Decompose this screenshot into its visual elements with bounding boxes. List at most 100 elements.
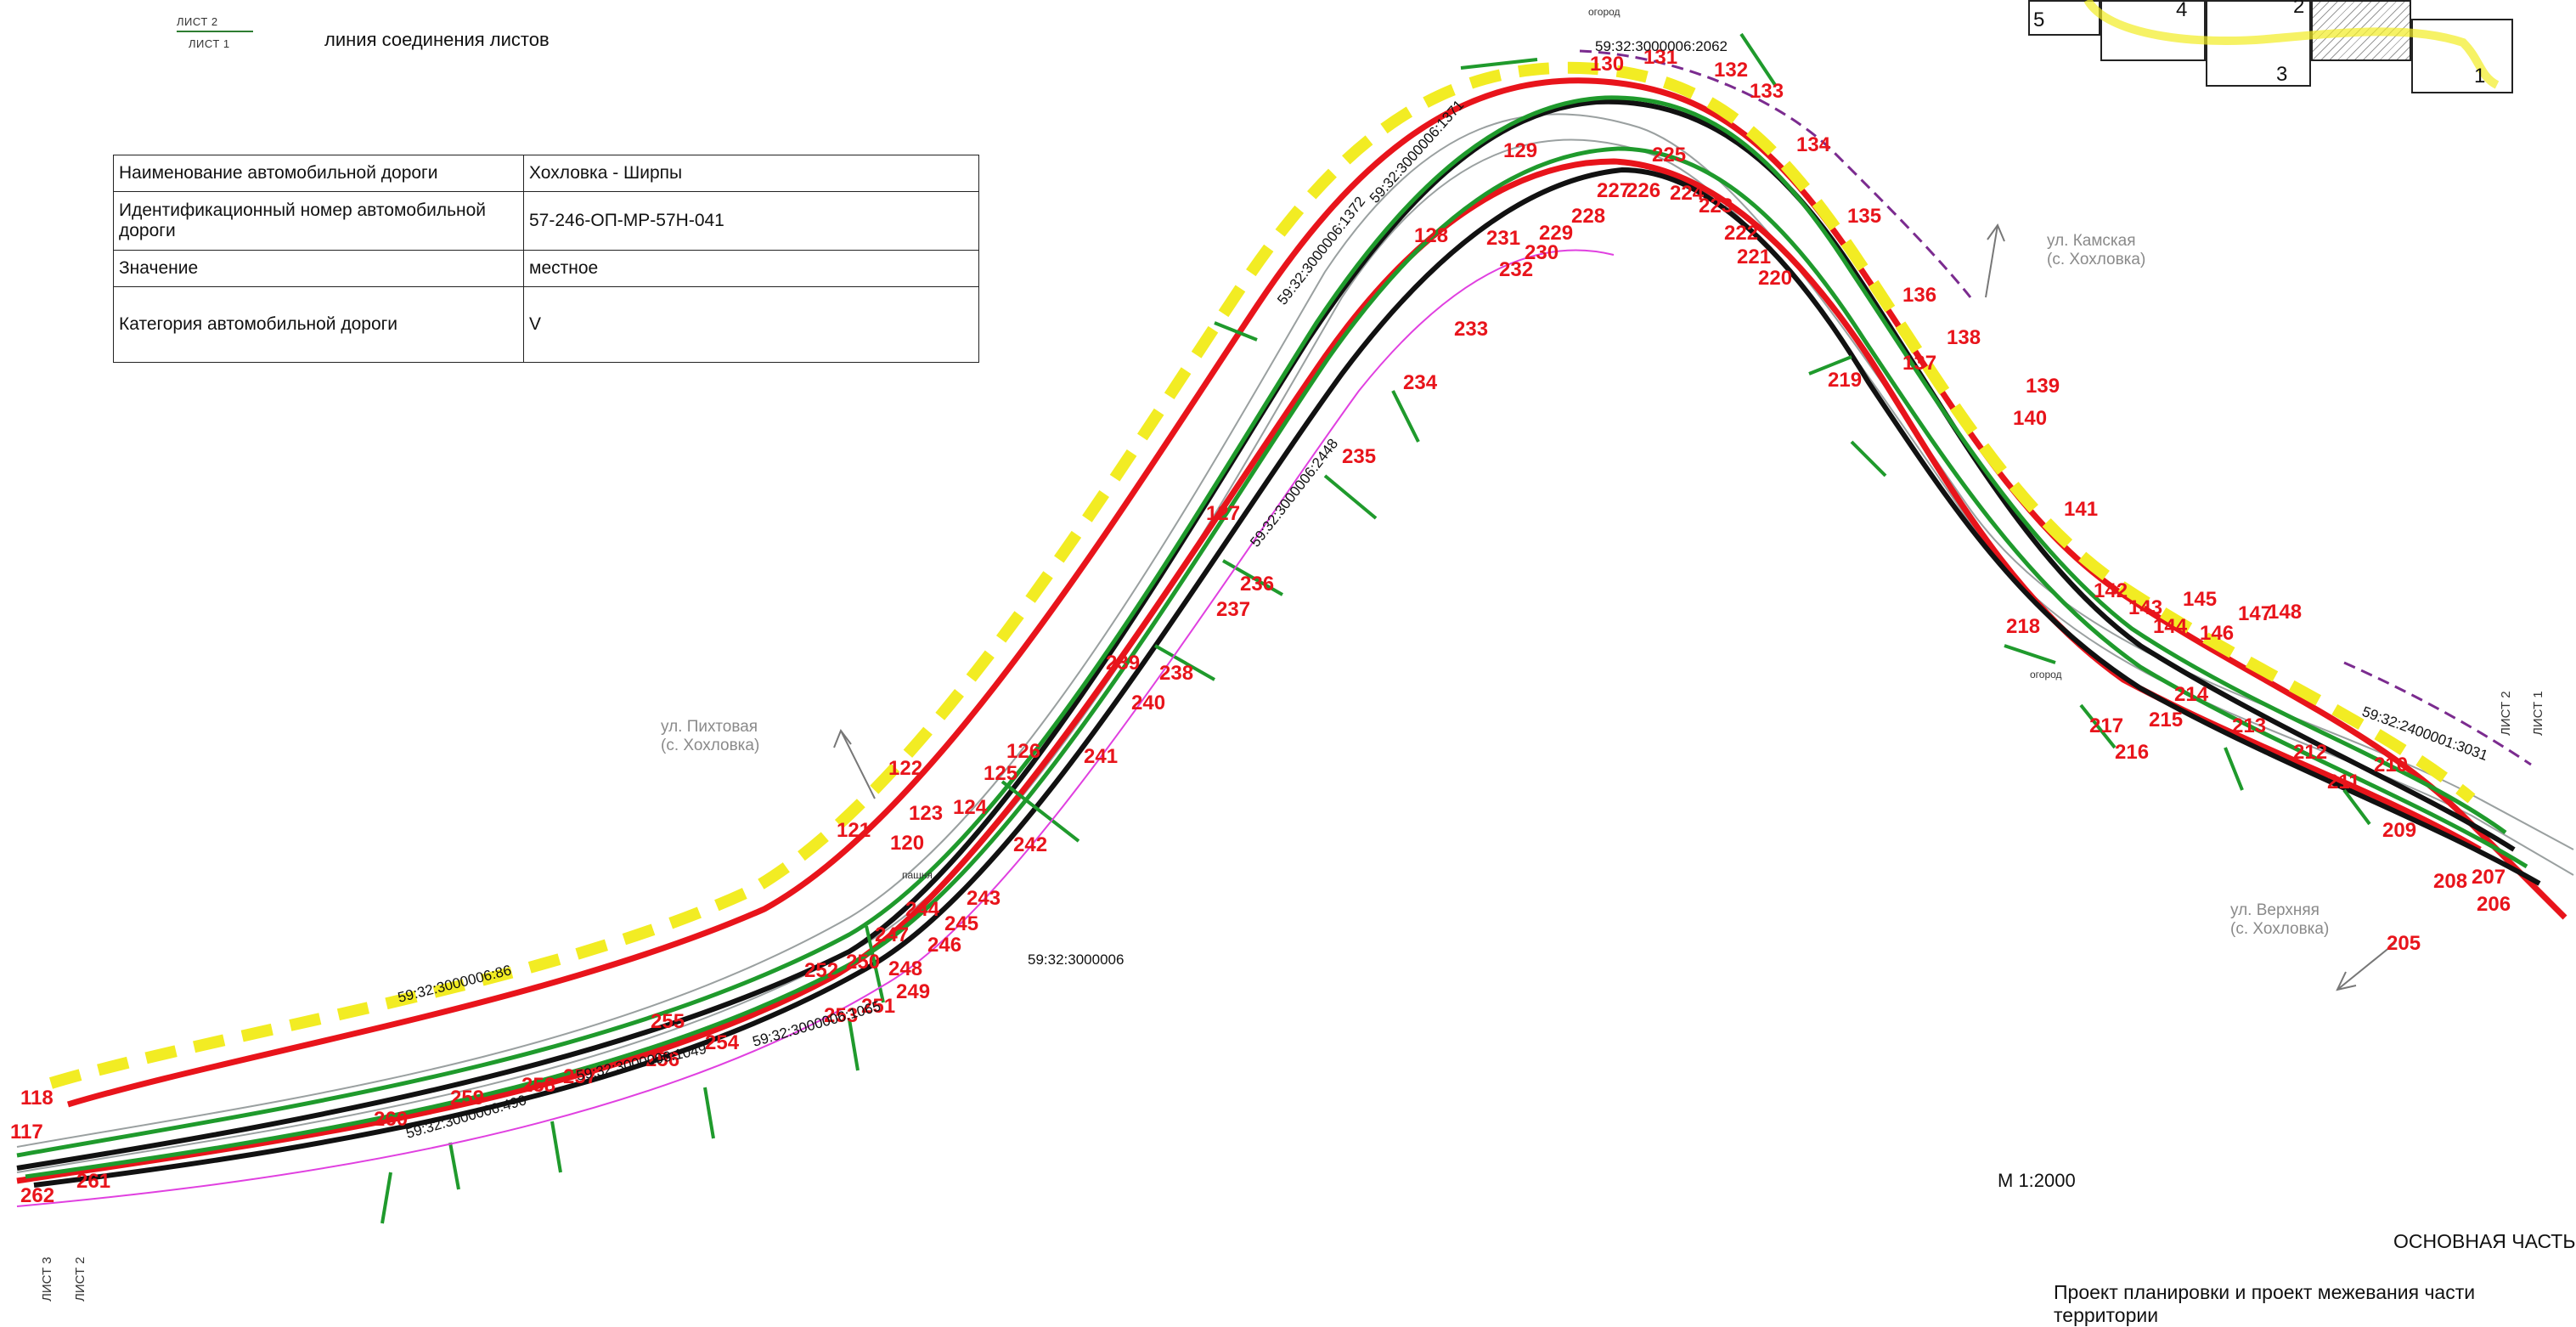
cadastral-label: 59:32:3000006:1371 [1367,97,1468,206]
table-row: Значение местное [113,250,979,287]
point-label: 239 [1106,652,1140,675]
point-label: 211 [2327,771,2360,793]
legend-join-line [177,31,253,32]
point-label: 259 [450,1087,484,1110]
sheet-mark-right-b: ЛИСТ 1 [2531,691,2545,736]
point-label: 224 [1670,182,1705,205]
point-label: 233 [1454,318,1488,341]
key-sheet-number: 1 [2474,65,2486,88]
point-label: 135 [1847,205,1881,228]
point-label: 231 [1486,227,1520,250]
point-label: 256 [645,1048,679,1071]
point-label: 221 [1737,246,1771,268]
point-label: 133 [1750,80,1784,103]
point-label: 241 [1084,745,1118,768]
point-label: 228 [1571,205,1605,228]
road-significance-value: местное [523,250,979,287]
point-label: 127 [1206,502,1240,525]
point-label: 243 [967,887,1001,910]
table-row: Идентификационный номер автомобильной до… [113,191,979,251]
road-id-value: 57-246-ОП-МР-57Н-041 [523,191,979,251]
point-label: 249 [896,980,930,1003]
point-label: 226 [1626,179,1660,202]
point-label: 229 [1539,222,1573,245]
point-label: 132 [1714,59,1748,82]
point-label: 143 [2128,596,2162,619]
point-label: 215 [2149,709,2183,731]
point-label: 212 [2293,741,2327,764]
sheet-mark-left-b: ЛИСТ 2 [73,1256,87,1302]
purple-dashes [1579,49,2532,766]
road-significance-label: Значение [113,250,524,287]
sheet-join-legend: ЛИСТ 2 ЛИСТ 1 линия соединения листов [177,15,584,58]
point-label: 252 [804,959,838,982]
road-name-label: Наименование автомобильной дороги [113,155,524,192]
point-label: 219 [1828,369,1862,392]
point-label: 262 [20,1184,54,1207]
street-village: (с. Хохловка) [2047,251,2146,268]
sheet-mark-left-a: ЛИСТ 3 [40,1256,54,1302]
point-label: 234 [1403,371,1438,394]
street-label-verkhnyaya: ул. Верхняя (с. Хохловка) [2230,901,2329,939]
point-label: 129 [1503,139,1537,162]
cadastral-label: 59:32:3000006:1372 [1274,194,1368,308]
point-label: 138 [1947,326,1981,349]
key-sheet-1 [2411,19,2513,93]
green-lines [16,95,2528,1179]
point-label: 214 [2174,683,2209,706]
point-label: 227 [1597,179,1631,202]
point-label: 130 [1590,53,1624,76]
point-label: 206 [2477,893,2511,916]
road-name-value: Хохловка - Ширпы [523,155,979,192]
point-label: 134 [1796,133,1831,156]
black-boundaries [16,99,2541,1188]
point-label: 248 [888,957,922,980]
point-label: 225 [1652,144,1686,167]
point-label: 125 [984,762,1017,785]
point-label: 255 [651,1010,685,1033]
point-label: 216 [2115,741,2149,764]
point-label: 230 [1525,241,1559,264]
road-category-value: V [523,286,979,363]
street-name: ул. Пихтовая [661,718,758,736]
point-label: 142 [2094,579,2128,602]
point-label: 207 [2472,866,2506,889]
point-label: 141 [2064,498,2098,521]
cadastral-label: 59:32:3000006:2062 [1595,38,1728,54]
point-label: 208 [2433,870,2467,893]
road-info-table: Наименование автомобильной дороги Хохлов… [113,155,979,363]
point-label: 237 [1216,598,1250,621]
map-words: огород огород пашня [902,6,2062,881]
road-category-label: Категория автомобильной дороги [113,286,524,363]
legend-sheet-bottom: ЛИСТ 1 [189,37,230,50]
point-label: 145 [2183,588,2217,611]
point-label: 136 [1902,284,1936,307]
point-label: 118 [20,1087,54,1110]
pink-lines [16,249,1615,1207]
street-village: (с. Хохловка) [661,737,760,754]
point-label: 247 [875,923,909,946]
street-label-pikhtovaya: ул. Пихтовая (с. Хохловка) [661,718,759,755]
point-label: 218 [2006,615,2040,638]
sheet-key-map: 5 4 2 3 1 [2021,0,2513,98]
point-label: 124 [953,796,988,819]
road-id-label: Идентификационный номер автомобильной до… [113,191,524,251]
main-part-title: ОСНОВНАЯ ЧАСТЬ [2393,1230,2576,1252]
key-sheet-4 [2100,0,2206,61]
point-label: 246 [927,934,961,957]
street-arrows [833,223,2396,991]
point-label: 148 [2268,601,2302,624]
point-label: 140 [2013,407,2047,430]
point-label: 258 [521,1074,555,1097]
map-word-ogorod: огород [2030,669,2062,680]
point-label: 213 [2232,714,2266,737]
key-sheet-number: 4 [2176,0,2188,21]
point-label: 223 [1699,195,1733,217]
project-title: Проект планировки и проект межевания час… [2054,1281,2476,1326]
point-label: 245 [944,912,978,935]
point-label: 146 [2200,622,2234,645]
point-label: 205 [2387,932,2421,955]
point-label: 144 [2153,615,2188,638]
map-scale: М 1:2000 [1998,1170,2076,1191]
